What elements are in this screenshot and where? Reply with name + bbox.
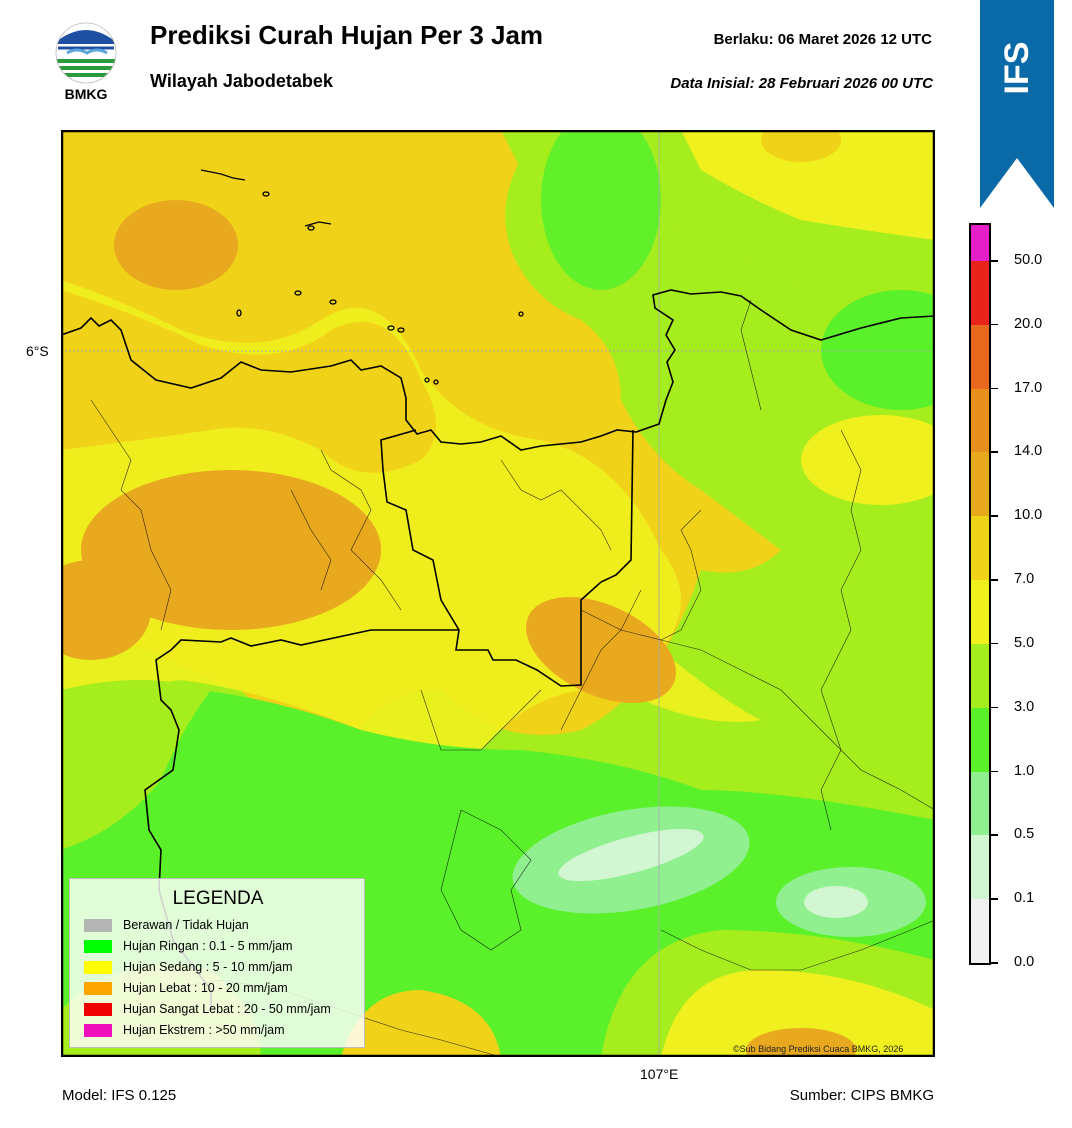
- field-yellow-s: [341, 990, 501, 1057]
- latitude-label: 6°S: [26, 343, 49, 359]
- colorbar-tick-label: 1.0: [1014, 762, 1035, 779]
- legend-swatch: [84, 939, 112, 953]
- colorbar-tick-label: 0.1: [1014, 890, 1035, 907]
- logo-text: BMKG: [64, 86, 108, 102]
- valid-time: Berlaku: 06 Maret 2026 12 UTC: [713, 31, 932, 48]
- map-frame: [61, 130, 935, 1057]
- coastline: [61, 289, 935, 451]
- legend-item: Berawan / Tidak Hujan: [84, 917, 249, 933]
- ifs-ribbon-label: IFS: [998, 42, 1036, 95]
- colorbar-tick: [991, 451, 998, 453]
- longitude-label: 107°E: [640, 1066, 679, 1082]
- colorbar-tick-label: 3.0: [1014, 698, 1035, 715]
- legend-item: Hujan Ringan : 0.1 - 5 mm/jam: [84, 938, 293, 954]
- colorbar-tick: [991, 642, 998, 645]
- legend-box: LEGENDA Berawan / Tidak Hujan Hujan Ring…: [69, 878, 365, 1048]
- field-pale-green-2: [804, 886, 868, 918]
- field-yellow-se: [661, 970, 935, 1057]
- legend-item: Hujan Lebat : 10 - 20 mm/jam: [84, 980, 288, 996]
- legend-label: Hujan Lebat : 10 - 20 mm/jam: [123, 981, 288, 995]
- colorbar-segment: [971, 707, 989, 772]
- colorbar-segment: [971, 225, 989, 261]
- colorbar-tick: [991, 962, 998, 964]
- colorbar-tick: [991, 898, 998, 900]
- legend-swatch: [84, 918, 112, 932]
- field-orange-3: [114, 200, 238, 290]
- init-time: Data Inisial: 28 Februari 2026 00 UTC: [670, 75, 933, 92]
- source-label: Sumber: CIPS BMKG: [789, 1087, 934, 1104]
- colorbar-segment: [971, 452, 989, 517]
- colorbar-tick-label: 17.0: [1014, 379, 1043, 396]
- legend-label: Berawan / Tidak Hujan: [123, 918, 249, 932]
- svg-text:IFS: IFS: [998, 42, 1036, 95]
- colorbar-tick: [991, 515, 998, 517]
- colorbar-tick: [991, 706, 998, 709]
- legend-swatch: [84, 1023, 112, 1037]
- colorbar-tick-label: 20.0: [1014, 315, 1043, 332]
- field-yellow-orange-ne: [761, 130, 841, 162]
- field-orange-1: [81, 470, 381, 630]
- field-bright-green-2: [821, 290, 935, 410]
- colorbar-tick-label: 0.5: [1014, 826, 1035, 843]
- colorbar-segment: [971, 516, 989, 581]
- colorbar-tick: [991, 260, 998, 262]
- legend-swatch: [84, 960, 112, 974]
- legend-label: Hujan Sedang : 5 - 10 mm/jam: [123, 960, 293, 974]
- legend-item: Hujan Sedang : 5 - 10 mm/jam: [84, 959, 293, 975]
- colorbar-tick: [991, 834, 998, 836]
- map-copyright: ©Sub Bidang Prediksi Cuaca BMKG, 2026: [733, 1044, 903, 1054]
- colorbar-tick: [991, 770, 998, 773]
- model-label: Model: IFS 0.125: [62, 1087, 177, 1104]
- province-border-2: [144, 629, 459, 1010]
- legend-item: Hujan Sangat Lebat : 20 - 50 mm/jam: [84, 1001, 331, 1017]
- legend-swatch: [84, 981, 112, 995]
- field-orange-2: [61, 560, 151, 660]
- field-pale-green-1: [558, 828, 704, 882]
- colorbar-segment: [971, 771, 989, 836]
- colorbar: [969, 223, 991, 965]
- thousand-islands: [200, 169, 524, 385]
- colorbar-segment: [971, 643, 989, 708]
- legend-item: Hujan Ekstrem : >50 mm/jam: [84, 1022, 285, 1038]
- field-yellow-orange-2: [61, 290, 436, 473]
- colorbar-tick: [991, 579, 998, 581]
- colorbar-tick-label: 5.0: [1014, 634, 1035, 651]
- colorbar-tick: [991, 323, 998, 326]
- colorbar-segment: [971, 324, 989, 389]
- ifs-ribbon: [980, 0, 1054, 208]
- legend-label: Hujan Ekstrem : >50 mm/jam: [123, 1023, 285, 1037]
- field-orange-se: [746, 1028, 856, 1057]
- colorbar-tick: [991, 387, 998, 390]
- colorbar-tick-label: 50.0: [1014, 252, 1043, 268]
- colorbar-tick-label: 10.0: [1014, 507, 1043, 524]
- colorbar-tick-label: 7.0: [1014, 571, 1035, 588]
- colorbar-segment: [971, 388, 989, 453]
- legend-label: Hujan Ringan : 0.1 - 5 mm/jam: [123, 939, 293, 953]
- province-border-1: [380, 429, 634, 687]
- rainfall-map: ©Sub Bidang Prediksi Cuaca BMKG, 2026: [61, 130, 935, 1057]
- page-subtitle: Wilayah Jabodetabek: [150, 71, 333, 91]
- colorbar-tick-label: 14.0: [1014, 443, 1043, 460]
- field-green-sw: [61, 680, 211, 850]
- field-bright-green-1: [541, 130, 661, 290]
- colorbar-tick-label: 0.0: [1014, 954, 1035, 970]
- colorbar-segment: [971, 835, 989, 900]
- field-yellow-e: [801, 415, 935, 505]
- legend-swatch: [84, 1002, 112, 1016]
- field-yellow-ne: [681, 130, 935, 240]
- colorbar-segment: [971, 261, 989, 325]
- bmkg-logo-icon: [53, 20, 119, 104]
- legend-title: LEGENDA: [172, 888, 264, 909]
- legend-label: Hujan Sangat Lebat : 20 - 50 mm/jam: [123, 1002, 331, 1016]
- colorbar-segment: [971, 580, 989, 644]
- page-title: Prediksi Curah Hujan Per 3 Jam: [150, 20, 544, 50]
- colorbar-segment: [971, 899, 989, 963]
